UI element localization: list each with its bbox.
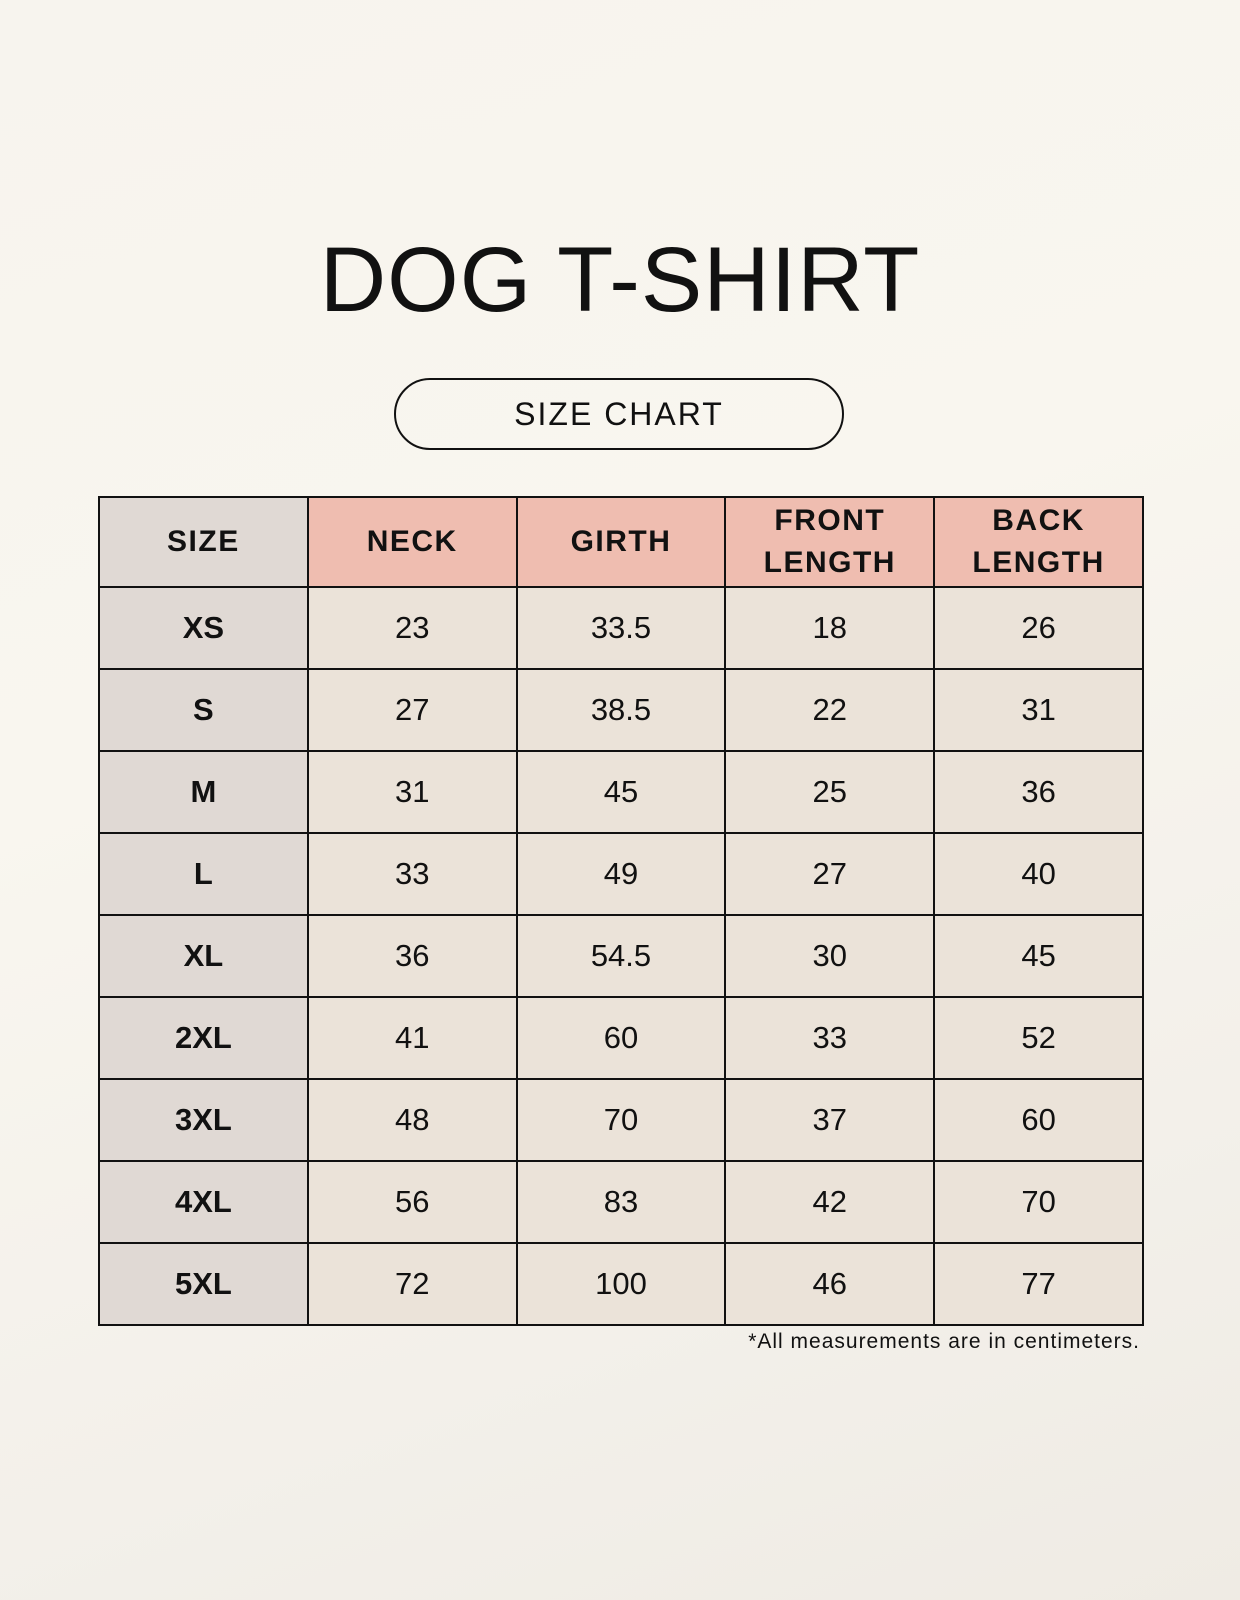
cell-girth: 60: [515, 996, 727, 1080]
cell-front-length: 42: [724, 1160, 936, 1244]
cell-neck: 27: [306, 668, 518, 752]
cell-front-length: 30: [724, 914, 936, 998]
cell-back-length: 52: [933, 996, 1144, 1080]
cell-front-length: 22: [724, 668, 936, 752]
cell-neck: 36: [306, 914, 518, 998]
cell-front-length: 46: [724, 1242, 936, 1326]
cell-size: L: [98, 832, 309, 916]
cell-back-length: 45: [933, 914, 1144, 998]
cell-girth: 54.5: [515, 914, 727, 998]
cell-front-length: 33: [724, 996, 936, 1080]
cell-girth: 49: [515, 832, 727, 916]
table-row: XL 36 54.5 30 45: [98, 914, 1144, 998]
header-back-length: BACK LENGTH: [933, 496, 1144, 588]
cell-neck: 41: [306, 996, 518, 1080]
cell-front-length: 18: [724, 586, 936, 670]
cell-girth: 45: [515, 750, 727, 834]
table-row: M 31 45 25 36: [98, 750, 1144, 834]
cell-size: S: [98, 668, 309, 752]
table-row: 3XL 48 70 37 60: [98, 1078, 1144, 1162]
cell-front-length: 27: [724, 832, 936, 916]
cell-girth: 100: [515, 1242, 727, 1326]
cell-front-length: 25: [724, 750, 936, 834]
cell-neck: 31: [306, 750, 518, 834]
cell-neck: 72: [306, 1242, 518, 1326]
cell-size: XL: [98, 914, 309, 998]
cell-size: 4XL: [98, 1160, 309, 1244]
cell-neck: 23: [306, 586, 518, 670]
cell-back-length: 31: [933, 668, 1144, 752]
cell-back-length: 70: [933, 1160, 1144, 1244]
table-row: L 33 49 27 40: [98, 832, 1144, 916]
cell-size: M: [98, 750, 309, 834]
table-row: 2XL 41 60 33 52: [98, 996, 1144, 1080]
cell-girth: 70: [515, 1078, 727, 1162]
cell-back-length: 77: [933, 1242, 1144, 1326]
size-chart-label: SIZE CHART: [394, 378, 844, 450]
header-neck: NECK: [306, 496, 518, 588]
table-row: S 27 38.5 22 31: [98, 668, 1144, 752]
cell-neck: 48: [306, 1078, 518, 1162]
cell-back-length: 60: [933, 1078, 1144, 1162]
cell-size: 3XL: [98, 1078, 309, 1162]
cell-size: 5XL: [98, 1242, 309, 1326]
cell-size: XS: [98, 586, 309, 670]
cell-back-length: 40: [933, 832, 1144, 916]
header-girth: GIRTH: [515, 496, 727, 588]
cell-neck: 56: [306, 1160, 518, 1244]
cell-back-length: 36: [933, 750, 1144, 834]
table-row: 5XL 72 100 46 77: [98, 1242, 1144, 1326]
cell-girth: 38.5: [515, 668, 727, 752]
table-row: XS 23 33.5 18 26: [98, 586, 1144, 670]
header-front-length: FRONT LENGTH: [724, 496, 936, 588]
cell-girth: 33.5: [515, 586, 727, 670]
cell-front-length: 37: [724, 1078, 936, 1162]
header-row: SIZE NECK GIRTH FRONT LENGTH BACK LENGTH: [98, 496, 1144, 588]
cell-size: 2XL: [98, 996, 309, 1080]
cell-neck: 33: [306, 832, 518, 916]
header-size: SIZE: [98, 496, 309, 588]
page-title: DOG T-SHIRT: [319, 229, 921, 331]
table-row: 4XL 56 83 42 70: [98, 1160, 1144, 1244]
cell-girth: 83: [515, 1160, 727, 1244]
size-table: SIZE NECK GIRTH FRONT LENGTH BACK LENGTH…: [98, 496, 1144, 1326]
cell-back-length: 26: [933, 586, 1144, 670]
footnote: *All measurements are in centimeters.: [748, 1330, 1140, 1353]
